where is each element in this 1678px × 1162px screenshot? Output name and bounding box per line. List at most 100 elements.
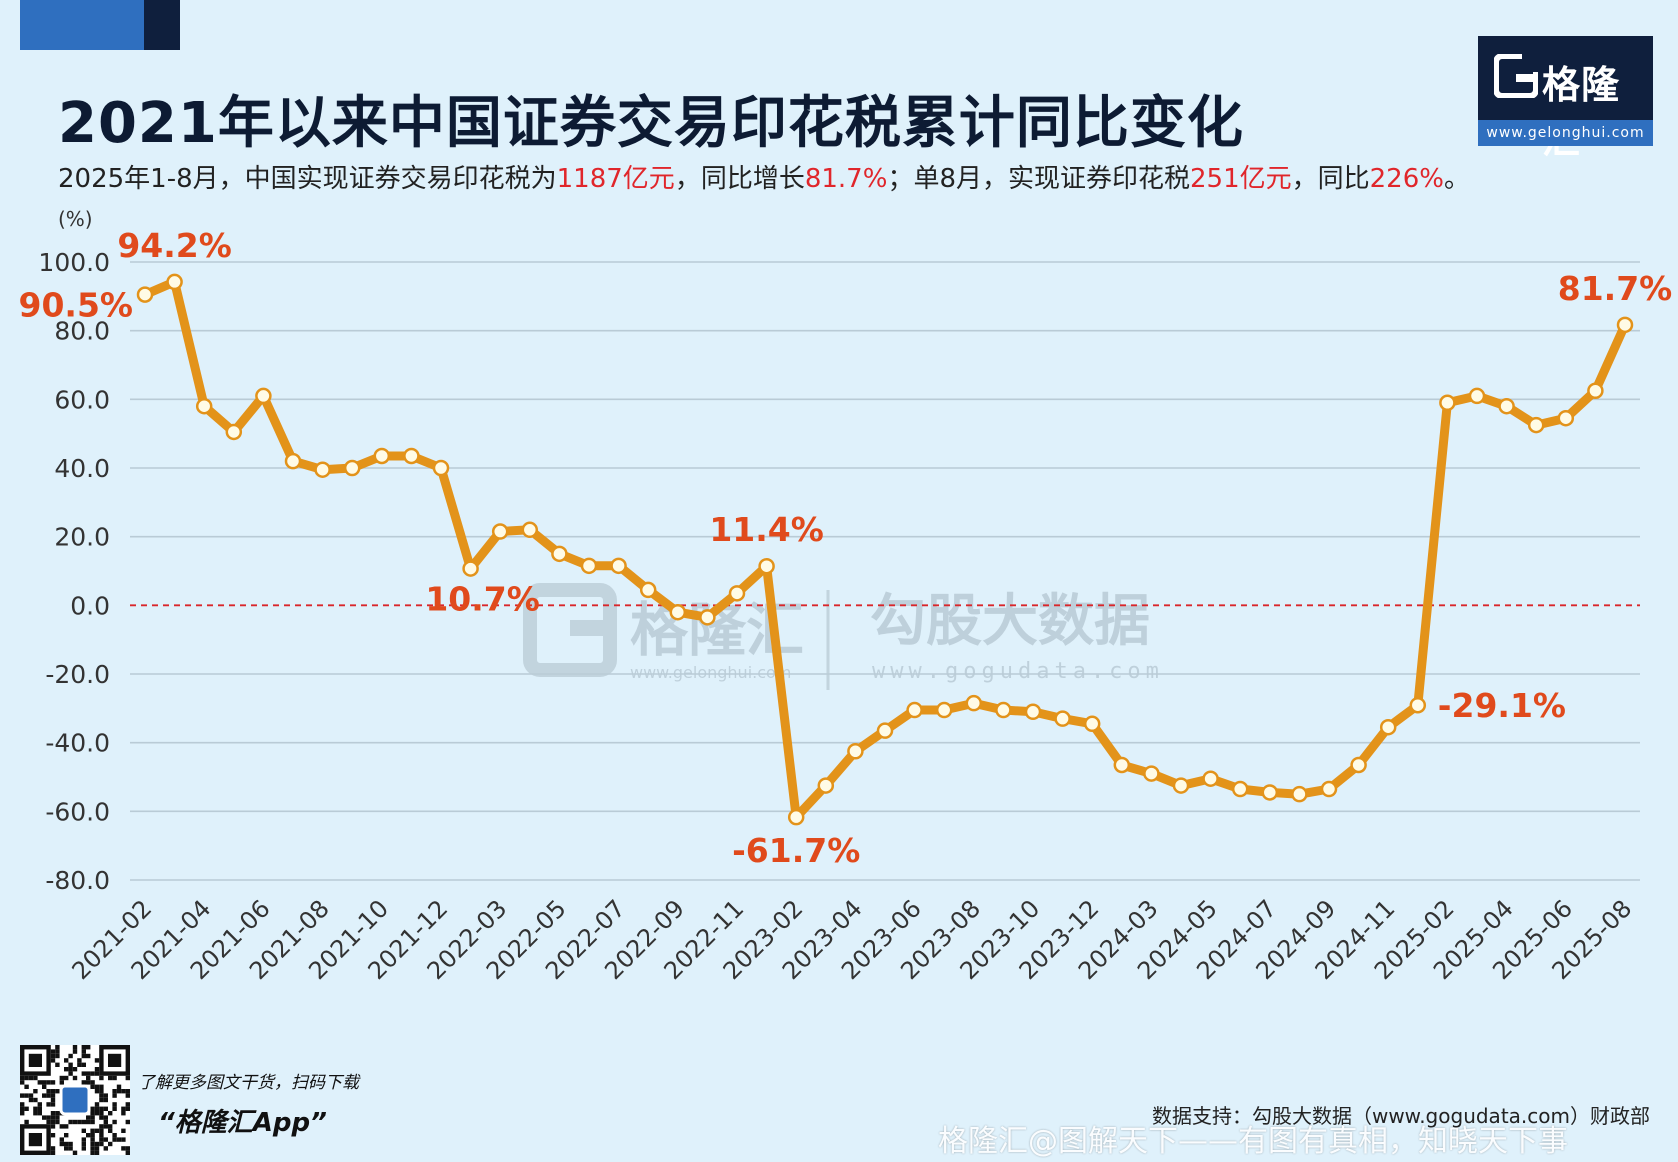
data-point [610, 557, 627, 575]
data-label: -61.7% [732, 831, 860, 870]
data-point [639, 581, 657, 599]
chart-watermark: 格隆汇www.gelonghui.com勾股大数据www.gogudata.co… [523, 583, 1164, 690]
data-point [195, 397, 213, 415]
y-axis-label: (%) [58, 207, 93, 231]
data-point [1587, 382, 1604, 399]
page-title: 2021年以来中国证券交易印花税累计同比变化 [58, 91, 1244, 156]
data-point [1291, 785, 1308, 803]
data-point [403, 447, 420, 465]
watermark-left-url: www.gelonghui.com [630, 663, 791, 682]
subtitle-part-5: 251亿元 [1189, 164, 1292, 194]
data-point [787, 808, 805, 826]
data-point [551, 545, 568, 563]
data-point [255, 387, 272, 405]
subtitle-part-3: 81.7% [804, 164, 888, 194]
top-accent-bar-dark [144, 0, 180, 50]
data-point [758, 557, 775, 575]
data-point [1113, 756, 1131, 774]
subtitle-part-4: ；单8月，实现证券印花税 [887, 164, 1190, 194]
data-point [1261, 784, 1279, 801]
data-point [166, 273, 183, 291]
data-point [817, 777, 835, 794]
data-label: 10.7% [425, 580, 540, 619]
data-point [935, 701, 953, 719]
data-point [1439, 394, 1456, 412]
data-point [1616, 316, 1634, 334]
y-tick-label: 80.0 [54, 317, 110, 346]
y-tick-label: 0.0 [70, 591, 110, 620]
line-chart: 格隆汇www.gelonghui.com勾股大数据www.gogudata.co… [19, 207, 1673, 985]
data-point [876, 722, 894, 739]
subtitle-part-0: 2025年1-8月，中国实现证券交易印花税为 [58, 164, 557, 194]
subtitle-part-7: 226% [1369, 164, 1444, 194]
y-tick-label: 20.0 [54, 523, 110, 552]
x-axis-ticks: 2021-022021-042021-062021-082021-102021-… [67, 894, 1638, 985]
y-tick-label: 40.0 [54, 454, 110, 483]
data-point [1350, 756, 1367, 774]
watermark-g-icon [523, 583, 617, 677]
logo-url: www.gelonghui.com [1478, 120, 1653, 146]
data-point [1202, 770, 1219, 787]
data-source: 数据支持：勾股大数据（www.gogudata.com）财政部 [1151, 1104, 1650, 1128]
data-point [432, 459, 450, 477]
data-label: 94.2% [117, 226, 232, 265]
data-point [1320, 780, 1338, 798]
y-tick-label: 60.0 [54, 385, 110, 414]
data-point [995, 701, 1012, 719]
qr-code-pattern [20, 1045, 131, 1156]
data-point [1024, 703, 1042, 721]
data-point [136, 286, 154, 303]
watermark-right-url: www.gogudata.com [872, 659, 1164, 684]
subtitle-part-6: ，同比 [1291, 164, 1370, 194]
data-point [343, 459, 361, 477]
data-point [1379, 718, 1397, 736]
data-point [1054, 710, 1071, 727]
y-tick-label: -40.0 [45, 729, 110, 758]
qr-code[interactable] [20, 1045, 131, 1156]
data-point [669, 603, 687, 621]
data-point [1231, 780, 1249, 798]
data-label: -29.1% [1438, 686, 1566, 725]
y-tick-label: -80.0 [45, 866, 110, 895]
data-point [1468, 387, 1486, 405]
data-point [491, 523, 509, 540]
watermark-right-name: 勾股大数据 [870, 589, 1150, 654]
data-point [1143, 765, 1160, 782]
data-point [847, 743, 864, 760]
scan-prompt: 了解更多图文干货，扫码下载 [138, 1073, 359, 1093]
subtitle-part-8: 。 [1443, 164, 1470, 194]
data-point [1527, 416, 1545, 434]
data-point [1498, 397, 1515, 415]
y-tick-label: -60.0 [45, 797, 110, 826]
data-point [728, 585, 746, 602]
subtitle-part-1: 1187亿元 [556, 164, 675, 194]
logo-text: 格隆汇 [1542, 63, 1621, 162]
data-point [284, 452, 302, 470]
data-points [136, 273, 1634, 826]
data-point [462, 560, 479, 577]
app-name: “格隆汇App” [158, 1108, 327, 1138]
data-labels: 90.5% 94.2% 10.7% 11.4% -61.7% -29.1% 81.7% [19, 226, 1673, 870]
footer-watermark: 格隆汇@图解天下——有图有真相，知晓天下事 [938, 1124, 1568, 1159]
data-point [1172, 777, 1190, 794]
data-point [314, 461, 331, 478]
y-tick-label: -20.0 [45, 660, 110, 689]
top-accent-bar-blue [20, 0, 144, 50]
y-tick-label: 100.0 [38, 248, 110, 277]
data-point [965, 694, 983, 712]
data-point [521, 521, 539, 539]
subtitle-part-2: ，同比增长 [674, 164, 805, 194]
data-point [225, 423, 243, 441]
gelonghui-logo: 格隆汇 www.gelonghui.com [1478, 36, 1653, 162]
data-point [906, 701, 923, 719]
data-label: 90.5% [19, 286, 134, 325]
gelonghui-g-icon [1494, 54, 1538, 98]
data-point [1557, 409, 1575, 427]
page-subtitle: 2025年1-8月，中国实现证券交易印花税为1187亿元，同比增长81.7%；单… [58, 158, 1470, 195]
data-point [1083, 715, 1101, 733]
data-point [1409, 696, 1427, 714]
grid-lines [130, 261, 1640, 881]
data-label: 81.7% [1558, 269, 1673, 308]
data-point [580, 557, 598, 575]
data-label: 11.4% [709, 510, 824, 549]
